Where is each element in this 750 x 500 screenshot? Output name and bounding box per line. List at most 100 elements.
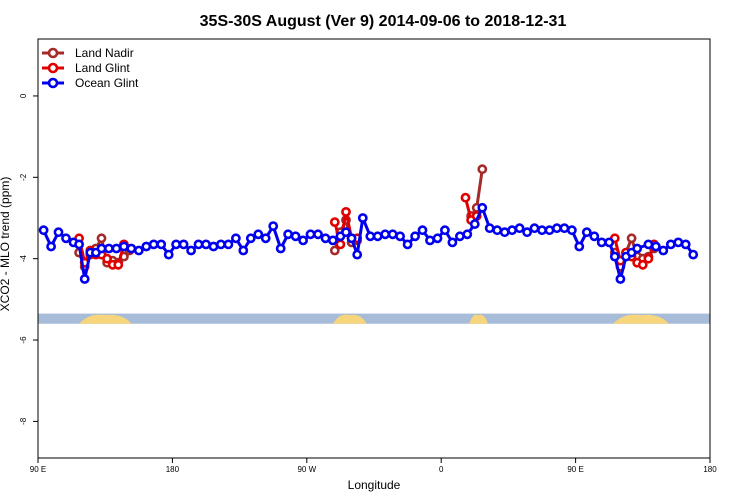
data-point [46,241,56,252]
x-tick-label: 180 [166,465,180,474]
data-point [380,229,391,240]
data-point [352,249,363,260]
data-point [673,237,684,248]
data-point [651,241,661,252]
data-point [507,225,517,236]
legend-label: Land Glint [75,61,130,75]
series-line [42,206,695,281]
data-point [163,249,174,260]
data-point [410,231,420,242]
data-point [102,253,112,264]
data-point [148,239,159,250]
data-point [329,217,340,227]
land-mass [79,314,132,324]
chart-title: 35S-30S August (Ver 9) 2014-09-06 to 201… [200,13,567,30]
data-point [186,245,196,256]
data-point [522,227,532,238]
x-axis-label: Longitude [348,478,401,492]
data-point [514,223,525,234]
data-point [357,213,368,223]
y-tick-label: -2 [19,173,28,181]
x-tick-label: 90 W [297,465,316,474]
data-point [313,229,323,240]
data-point [658,245,669,256]
data-point [111,243,122,254]
data-point [230,233,241,244]
data-point [499,227,510,238]
data-point [38,225,49,236]
data-point [469,219,480,229]
land-mass [332,314,367,324]
data-point [275,243,286,254]
data-point [96,233,107,244]
data-point [238,245,249,256]
data-point [477,164,488,175]
data-point [596,237,607,248]
legend-swatch-marker [47,47,59,59]
data-point [335,239,346,250]
data-point [113,259,124,270]
legend-item: Ocean Glint [42,76,139,90]
data-point [615,274,626,284]
data-point [688,249,699,260]
data-point [290,231,301,242]
data-point [544,225,555,236]
legend-swatch-marker [47,77,59,89]
data-point [643,253,654,264]
data-point [643,239,654,250]
data-point [637,259,648,270]
legend-label: Land Nadir [75,46,134,60]
x-tick-label: 90 E [30,465,46,474]
data-point [245,233,256,244]
data-point [552,223,562,234]
data-point [305,229,316,240]
data-point [680,239,691,250]
data-point [609,251,620,262]
legend-item: Land Nadir [42,46,134,60]
y-tick-label: -8 [19,417,28,425]
data-point [477,202,488,213]
land-mass [469,314,488,324]
data-point [589,231,600,242]
x-tick-label: 0 [439,465,444,474]
data-point [460,192,471,203]
data-point [298,235,308,246]
data-point [327,235,338,246]
data-point [537,225,547,236]
legend-label: Ocean Glint [75,76,139,90]
data-point [133,245,144,256]
data-point [61,233,71,244]
legend-swatch-marker [47,62,59,74]
data-point [79,274,90,284]
data-point [126,243,137,254]
data-point [178,239,189,250]
land-ocean-band [38,313,710,324]
series-ocean-glint [38,202,699,284]
data-point [53,227,64,238]
data-point [171,239,181,250]
data-point [268,221,279,231]
x-tick-label: 90 E [567,465,583,474]
data-point [626,233,637,244]
data-point [447,237,458,248]
data-point [156,239,167,250]
data-point [395,231,405,242]
data-point [119,241,129,252]
data-point [567,225,577,236]
data-point [253,229,264,240]
data-point [574,241,585,252]
data-point [283,229,293,240]
data-point [604,237,615,248]
data-point [402,239,413,250]
y-tick-label: 0 [19,93,28,98]
x-tick-label: 180 [703,465,717,474]
data-point [215,239,226,250]
axes: 90 E 180 90 W 0 90 E 180 0 -2 -4 -6 -8 [19,93,717,474]
data-point [417,225,428,236]
data-point [492,225,503,236]
data-point [439,225,450,236]
y-tick-label: -4 [19,255,28,263]
data-point [387,229,398,240]
